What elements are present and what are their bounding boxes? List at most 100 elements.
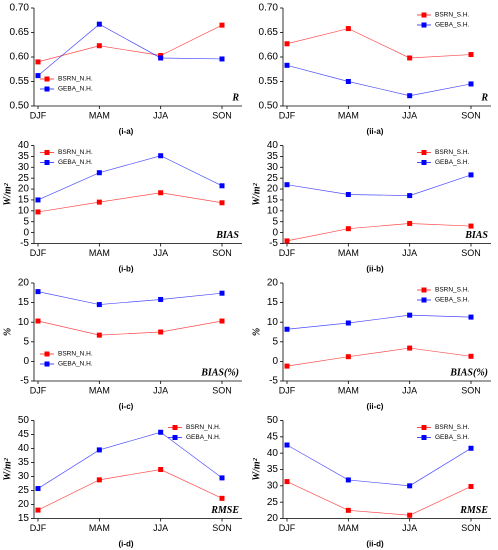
- panel-label: (i-d): [118, 540, 133, 549]
- legend-label: GEBA_S.H.: [435, 297, 470, 304]
- marker: [345, 26, 351, 32]
- y-tick-label: -5: [269, 376, 278, 387]
- y-tick-label: 40: [18, 443, 30, 454]
- legend-label: BSRN_S.H.: [435, 149, 470, 156]
- legend-label: GEBA_S.H.: [435, 434, 470, 441]
- y-tick-label: 30: [267, 480, 279, 491]
- marker: [284, 479, 290, 485]
- series-line: [286, 314, 472, 330]
- marker: [407, 512, 413, 518]
- x-tick-label: DJF: [30, 110, 47, 120]
- marker: [407, 55, 413, 61]
- marker: [35, 197, 41, 203]
- legend-marker: [44, 86, 50, 92]
- marker: [219, 56, 225, 62]
- legend-marker: [44, 361, 50, 367]
- marker: [345, 507, 351, 513]
- annotation: BIAS(%): [200, 367, 239, 378]
- x-tick-label: JJA: [153, 110, 168, 120]
- marker: [284, 62, 290, 68]
- x-tick-label: DJF: [279, 248, 296, 258]
- marker: [96, 21, 102, 27]
- x-tick-label: SON: [212, 523, 232, 533]
- panel-label: (ii-d): [366, 540, 384, 549]
- y-tick-label: 45: [267, 431, 279, 442]
- y-tick-label: 35: [18, 457, 30, 468]
- x-tick-label: SON: [461, 523, 481, 533]
- panel-label: (ii-c): [367, 402, 384, 411]
- y-tick-label: 10: [18, 317, 30, 328]
- y-tick-label: 45: [18, 429, 30, 440]
- marker: [284, 363, 290, 369]
- marker: [96, 332, 102, 338]
- annotation: BIAS: [215, 230, 239, 241]
- series-line: [37, 320, 223, 336]
- marker: [35, 318, 41, 324]
- y-tick-label: 40: [267, 140, 279, 151]
- panel-label: (ii-b): [366, 265, 384, 274]
- marker: [35, 73, 41, 79]
- y-axis-label: W/m²: [2, 457, 13, 480]
- series-line: [37, 155, 223, 201]
- x-tick-label: MAM: [89, 385, 110, 395]
- y-tick-label: 10: [18, 205, 30, 216]
- annotation: BIAS: [464, 230, 488, 241]
- marker: [96, 477, 102, 483]
- annotation: BIAS(%): [449, 367, 488, 378]
- legend-marker: [421, 297, 427, 303]
- legend-label: GEBA_S.H.: [435, 22, 470, 29]
- x-tick-label: DJF: [279, 110, 296, 120]
- annotation: RMSE: [210, 505, 239, 516]
- x-tick-label: SON: [212, 385, 232, 395]
- annotation: R: [231, 92, 239, 103]
- marker: [468, 353, 474, 359]
- legend-marker: [421, 435, 427, 440]
- marker: [219, 200, 225, 206]
- y-tick-label: 50: [267, 415, 279, 426]
- legend-marker: [172, 425, 178, 430]
- marker: [468, 445, 474, 451]
- x-tick-label: SON: [212, 248, 232, 258]
- legend-label: BSRN_N.H.: [186, 424, 221, 431]
- y-tick-label: 0.55: [259, 76, 279, 87]
- y-tick-label: 30: [18, 471, 30, 482]
- y-tick-label: -5: [20, 238, 29, 249]
- marker: [407, 345, 413, 351]
- y-tick-label: 25: [267, 497, 279, 508]
- y-tick-label: 30: [18, 162, 30, 173]
- series-line: [37, 469, 223, 511]
- marker: [96, 302, 102, 308]
- y-tick-label: 0.50: [259, 101, 279, 112]
- y-tick-label: 0.60: [10, 52, 30, 63]
- x-tick-label: SON: [212, 110, 232, 120]
- y-tick-label: 0: [23, 227, 29, 238]
- panel-label: (i-a): [119, 127, 134, 136]
- x-tick-label: MAM: [338, 110, 359, 120]
- y-tick-label: 0.55: [10, 76, 30, 87]
- x-tick-label: MAM: [338, 385, 359, 395]
- y-axis-label: W/m²: [2, 182, 13, 205]
- y-tick-label: -5: [20, 376, 29, 387]
- legend-marker: [44, 150, 50, 155]
- legend-label: GEBA_N.H.: [186, 434, 221, 441]
- marker: [219, 495, 225, 501]
- y-tick-label: 0.50: [10, 101, 30, 112]
- marker: [407, 193, 413, 199]
- marker: [35, 209, 41, 215]
- marker: [219, 183, 225, 189]
- y-tick-label: 25: [267, 173, 279, 184]
- legend-label: GEBA_N.H.: [58, 159, 93, 166]
- marker: [468, 223, 474, 229]
- series-line: [37, 24, 223, 63]
- y-tick-label: 15: [18, 195, 30, 206]
- y-tick-label: 50: [18, 415, 30, 426]
- marker: [345, 226, 351, 232]
- legend-marker: [44, 351, 50, 357]
- y-tick-label: 5: [23, 336, 29, 347]
- y-tick-label: 20: [267, 278, 279, 289]
- y-tick-label: 5: [272, 336, 278, 347]
- y-tick-label: 40: [18, 140, 30, 151]
- annotation: R: [480, 92, 488, 103]
- legend-marker: [421, 160, 427, 165]
- marker: [96, 170, 102, 176]
